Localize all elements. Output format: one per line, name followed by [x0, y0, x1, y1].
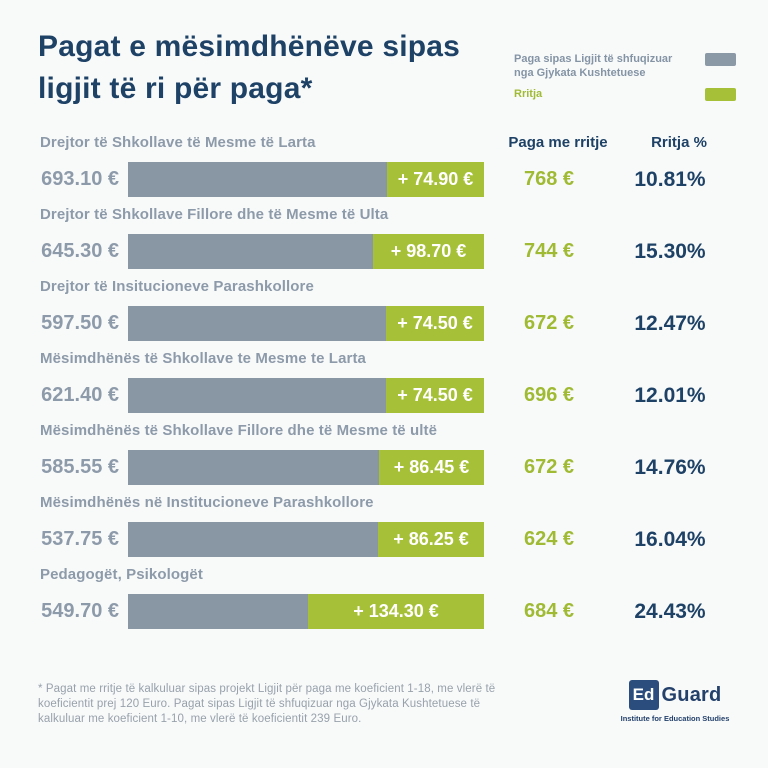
new-salary-value: 696 € [523, 384, 575, 406]
salary-row: Drejtor të Shkollave të Mesme të Larta 6… [0, 130, 768, 202]
bar-line: 597.50 € + 74.50 € 672 € 12.47% [0, 306, 768, 341]
bar-line: 621.40 € + 74.50 € 696 € 12.01% [0, 378, 768, 413]
edguard-logo-ed-mark: Ed [628, 680, 659, 710]
bar-old-salary-segment [128, 522, 378, 557]
footnote: * Pagat me rritje të kalkuluar sipas pro… [38, 683, 496, 725]
base-salary-value: 597.50 € [41, 312, 119, 334]
legend-label-old-law: Paga sipas Ligjit të shfuqizuar nga Gjyk… [514, 53, 673, 79]
bar-increase-segment: + 74.50 € [386, 306, 484, 341]
bar-increase-segment: + 86.45 € [379, 450, 484, 485]
legend-swatch-gray [705, 53, 736, 66]
salary-row: Drejtor të Insitucioneve Parashkollore 5… [0, 274, 768, 346]
increase-percent-value: 15.30% [634, 239, 706, 263]
base-salary-value: 585.55 € [41, 456, 119, 478]
page-title: Pagat e mësimdhënëve sipas ligjit të ri … [38, 26, 460, 110]
edguard-logo-tagline: Institute for Education Studies [620, 714, 730, 723]
bar-increase-segment: + 98.70 € [373, 234, 484, 269]
salary-bar: + 86.25 € [128, 522, 484, 557]
new-salary-value: 684 € [523, 600, 575, 622]
new-salary-value: 672 € [523, 456, 575, 478]
bar-old-salary-segment [128, 162, 387, 197]
legend-swatch-green [705, 88, 736, 101]
salary-bar: + 98.70 € [128, 234, 484, 269]
category-label: Mësimdhënës në Institucioneve Parashkoll… [40, 494, 374, 511]
legend-item-increase: Rritja [514, 87, 736, 101]
page-title-line2: ligjit të ri për paga* [38, 72, 313, 105]
legend-item-old-law: Paga sipas Ligjit të shfuqizuar nga Gjyk… [514, 52, 736, 80]
category-label: Mësimdhënës të Shkollave te Mesme te Lar… [40, 350, 366, 367]
salary-row: Pedagogët, Psikologët 549.70 € + 134.30 … [0, 562, 768, 634]
bar-increase-segment: + 134.30 € [308, 594, 484, 629]
category-label: Pedagogët, Psikologët [40, 566, 203, 583]
legend-label-increase: Rritja [514, 88, 543, 100]
category-label: Drejtor të Insitucioneve Parashkollore [40, 278, 314, 295]
bar-line: 693.10 € + 74.90 € 768 € 10.81% [0, 162, 768, 197]
salary-bar: + 134.30 € [128, 594, 484, 629]
salary-row: Mësimdhënës të Shkollave te Mesme te Lar… [0, 346, 768, 418]
salary-row: Mësimdhënës të Shkollave Fillore dhe të … [0, 418, 768, 490]
salary-bar: + 74.50 € [128, 306, 484, 341]
bar-old-salary-segment [128, 234, 373, 269]
increase-percent-value: 24.43% [634, 599, 706, 623]
edguard-logo-top: Ed Guard [614, 680, 736, 710]
bar-old-salary-segment [128, 594, 308, 629]
bar-old-salary-segment [128, 378, 386, 413]
new-salary-value: 624 € [523, 528, 575, 550]
category-label: Drejtor të Shkollave Fillore dhe të Mesm… [40, 206, 389, 223]
salary-bar: + 74.90 € [128, 162, 484, 197]
column-headers: Paga me rritje Rritja % [493, 134, 735, 151]
bar-old-salary-segment [128, 306, 386, 341]
legend: Paga sipas Ligjit të shfuqizuar nga Gjyk… [514, 52, 736, 101]
bar-line: 549.70 € + 134.30 € 684 € 24.43% [0, 594, 768, 629]
bar-line: 585.55 € + 86.45 € 672 € 14.76% [0, 450, 768, 485]
increase-percent-value: 16.04% [634, 527, 706, 551]
new-salary-value: 672 € [523, 312, 575, 334]
salary-bar: + 74.50 € [128, 378, 484, 413]
increase-percent-value: 12.01% [634, 383, 706, 407]
column-header-increase-pct: Rritja % [651, 134, 707, 151]
base-salary-value: 645.30 € [41, 240, 119, 262]
edguard-logo: Ed Guard Institute for Education Studies [614, 680, 736, 723]
increase-percent-value: 10.81% [634, 167, 706, 191]
base-salary-value: 693.10 € [41, 168, 119, 190]
bar-chart: Drejtor të Shkollave të Mesme të Larta 6… [0, 130, 768, 634]
base-salary-value: 621.40 € [41, 384, 119, 406]
bar-increase-segment: + 74.50 € [386, 378, 484, 413]
base-salary-value: 549.70 € [41, 600, 119, 622]
bar-line: 645.30 € + 98.70 € 744 € 15.30% [0, 234, 768, 269]
new-salary-value: 744 € [523, 240, 575, 262]
bar-increase-segment: + 74.90 € [387, 162, 484, 197]
bar-increase-segment: + 86.25 € [378, 522, 484, 557]
salary-row: Drejtor të Shkollave Fillore dhe të Mesm… [0, 202, 768, 274]
increase-percent-value: 12.47% [634, 311, 706, 335]
edguard-logo-guard-text: Guard [661, 683, 722, 706]
bar-line: 537.75 € + 86.25 € 624 € 16.04% [0, 522, 768, 557]
category-label: Mësimdhënës të Shkollave Fillore dhe të … [40, 422, 438, 439]
page-title-line1: Pagat e mësimdhënëve sipas [38, 30, 461, 63]
new-salary-value: 768 € [523, 168, 575, 190]
bar-old-salary-segment [128, 450, 379, 485]
category-label: Drejtor të Shkollave të Mesme të Larta [40, 134, 316, 151]
column-header-new-salary: Paga me rritje [508, 134, 608, 151]
increase-percent-value: 14.76% [634, 455, 706, 479]
salary-bar: + 86.45 € [128, 450, 484, 485]
salary-row: Mësimdhënës në Institucioneve Parashkoll… [0, 490, 768, 562]
base-salary-value: 537.75 € [41, 528, 119, 550]
